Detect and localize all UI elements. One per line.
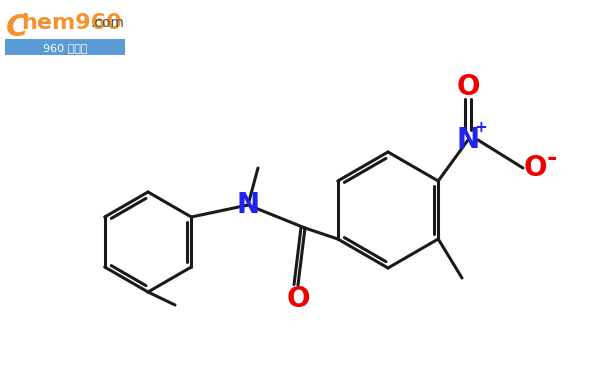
Text: 960 化工网: 960 化工网 (43, 43, 87, 53)
Text: hem960: hem960 (21, 13, 122, 33)
Text: C: C (6, 13, 28, 42)
Text: O: O (523, 154, 547, 182)
Text: O: O (286, 285, 310, 313)
Text: -: - (547, 146, 557, 170)
Text: O: O (456, 73, 480, 101)
Text: N: N (237, 191, 260, 219)
Text: N: N (456, 126, 480, 154)
Text: .com: .com (91, 16, 125, 30)
FancyBboxPatch shape (5, 39, 125, 55)
Text: +: + (475, 120, 488, 135)
